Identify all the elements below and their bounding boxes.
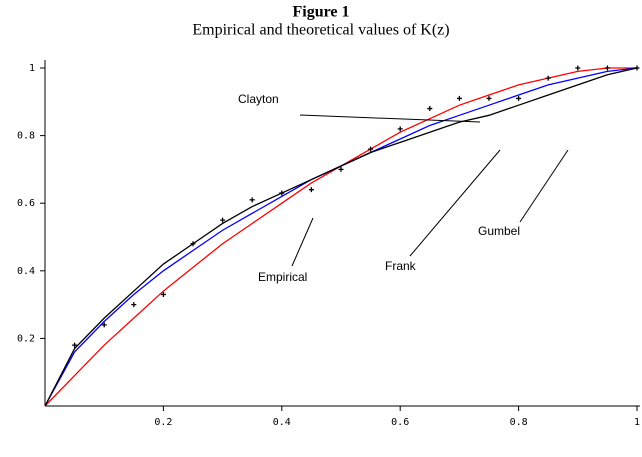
annotation: Gumbel (478, 224, 520, 238)
annotation: Clayton (238, 92, 279, 106)
data-point (279, 190, 285, 196)
x-tick-label: 0.2 (154, 417, 172, 428)
data-point (427, 106, 433, 112)
data-point (368, 146, 374, 152)
annotation-line (409, 149, 501, 257)
y-tick-label: 0.2 (17, 333, 35, 344)
data-point (72, 342, 78, 348)
data-point (545, 75, 551, 81)
annotation-line (299, 114, 481, 123)
y-tick-label: 0.8 (17, 131, 35, 142)
data-point (575, 65, 581, 71)
x-tick-label: 0.8 (510, 417, 528, 428)
data-point (308, 187, 314, 193)
y-tick-label: 0.6 (17, 198, 35, 209)
annotation: Frank (385, 259, 417, 273)
annotation-line (519, 149, 569, 223)
data-point (220, 217, 226, 223)
series-line (44, 67, 638, 407)
y-tick-label: 0.4 (17, 266, 35, 277)
y-tick-label: 1 (29, 63, 35, 74)
data-point (486, 95, 492, 101)
annotation: Empirical (258, 270, 307, 284)
data-point (160, 291, 166, 297)
chart-subtitle: Empirical and theoretical values of K(z) (192, 22, 449, 39)
data-point (456, 95, 462, 101)
data-point (397, 126, 403, 132)
data-point (131, 302, 137, 308)
data-point (634, 65, 640, 71)
data-point (101, 322, 107, 328)
x-tick-label: 0.6 (391, 417, 409, 428)
x-tick-label: 0.4 (273, 417, 291, 428)
data-point (190, 241, 196, 247)
data-point (604, 65, 610, 71)
data-point (249, 197, 255, 203)
data-point (516, 95, 522, 101)
series-line (44, 67, 637, 407)
x-tick-label: 1 (634, 417, 640, 428)
series-line (44, 67, 638, 407)
data-point (338, 166, 344, 172)
chart-title: Figure 1 (292, 4, 349, 21)
annotation-line (291, 217, 314, 267)
